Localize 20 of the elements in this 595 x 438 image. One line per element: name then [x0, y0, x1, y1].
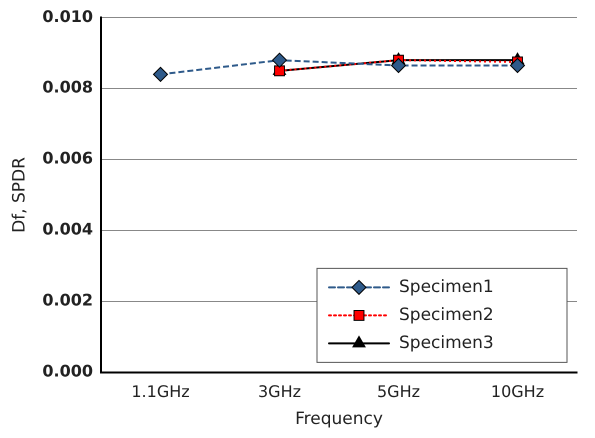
- y-tick-label: 0.010: [42, 6, 94, 26]
- y-tick-label: 0.002: [42, 290, 94, 310]
- y-tick-label: 0.004: [42, 220, 94, 239]
- x-tick-label: 1.1GHz: [131, 382, 190, 402]
- x-tick-label: 5GHz: [376, 382, 420, 402]
- legend-label: Specimen1: [399, 276, 494, 297]
- x-axis-title: Frequency: [295, 409, 383, 430]
- point: [272, 52, 288, 68]
- point: [391, 58, 406, 73]
- x-tick-label: 10GHz: [490, 382, 544, 402]
- y-tick-label: 0.008: [42, 78, 94, 97]
- point: [274, 65, 285, 76]
- point: [153, 66, 168, 82]
- y-tick-label: 0.000: [42, 362, 94, 381]
- legend-label: Specimen2: [399, 304, 494, 325]
- legend-label: Specimen3: [399, 332, 494, 353]
- y-tick-label: 0.006: [42, 148, 94, 168]
- x-tick-label: 3GHz: [258, 382, 302, 402]
- point: [510, 58, 525, 73]
- y-axis-title: Df, SPDR: [10, 156, 30, 233]
